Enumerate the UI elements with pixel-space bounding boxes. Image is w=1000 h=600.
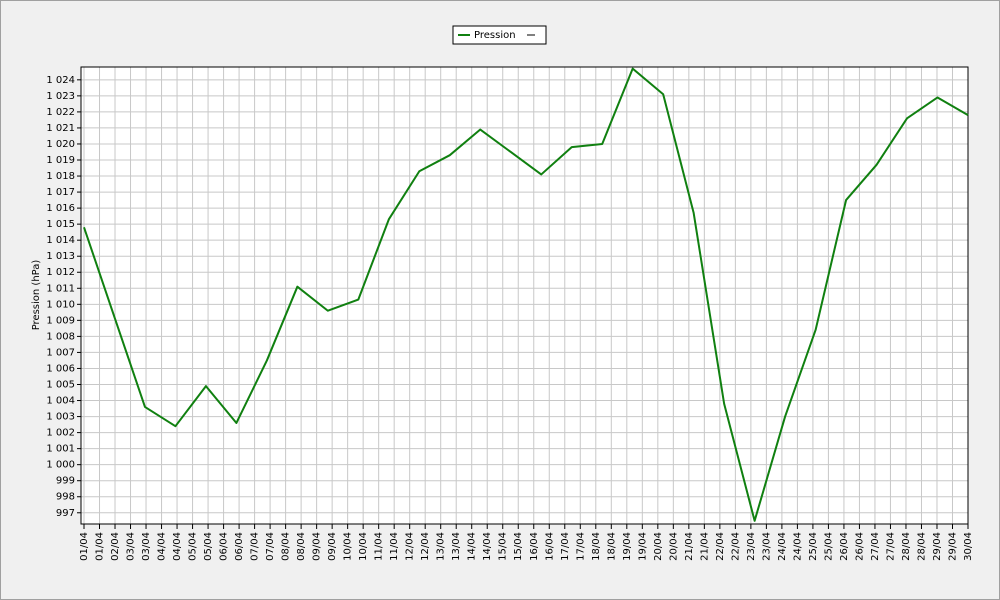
y-tick-label: 1 006 bbox=[46, 363, 75, 374]
x-tick-label: 19/04 bbox=[637, 532, 648, 561]
x-tick-label: 18/04 bbox=[591, 532, 602, 561]
x-tick-label: 12/04 bbox=[405, 532, 416, 561]
y-tick-label: 1 004 bbox=[46, 396, 75, 407]
x-tick-label: 22/04 bbox=[715, 532, 726, 561]
x-tick-label: 07/04 bbox=[250, 532, 261, 561]
x-tick-label: 15/04 bbox=[498, 532, 509, 561]
data-line bbox=[83, 67, 969, 522]
plot-area bbox=[81, 67, 968, 524]
x-tick-label: 23/04 bbox=[746, 532, 757, 561]
x-tick-label: 09/04 bbox=[312, 532, 323, 561]
x-tick-label: 20/04 bbox=[653, 532, 664, 561]
y-tick-label: 1 005 bbox=[46, 379, 75, 390]
x-tick-label: 06/04 bbox=[219, 532, 230, 561]
legend-label: Pression bbox=[474, 30, 516, 41]
x-tick-label: 13/04 bbox=[436, 532, 447, 561]
x-tick-label: 05/04 bbox=[203, 532, 214, 561]
x-tick-label: 24/04 bbox=[777, 532, 788, 561]
y-tick-label: 1 019 bbox=[46, 155, 75, 166]
x-tick-label: 08/04 bbox=[281, 532, 292, 561]
y-tick-label: 1 001 bbox=[46, 444, 75, 455]
x-tick-label: 20/04 bbox=[668, 532, 679, 561]
y-tick-label: 1 014 bbox=[46, 235, 75, 246]
x-tick-label: 26/04 bbox=[854, 532, 865, 561]
y-tick-label: 997 bbox=[56, 508, 75, 519]
y-tick-label: 999 bbox=[56, 476, 75, 487]
y-tick-label: 1 015 bbox=[46, 219, 75, 230]
x-tick-label: 14/04 bbox=[482, 532, 493, 561]
x-tick-label: 30/04 bbox=[963, 532, 974, 561]
x-tick-label: 01/04 bbox=[79, 532, 90, 561]
y-tick-label: 1 024 bbox=[46, 75, 75, 86]
x-tick-label: 02/04 bbox=[110, 532, 121, 561]
y-tick-label: 1 022 bbox=[46, 107, 75, 118]
y-tick-label: 1 016 bbox=[46, 203, 75, 214]
x-tick-label: 16/04 bbox=[544, 532, 555, 561]
y-tick-label: 1 013 bbox=[46, 251, 75, 262]
y-tick-label: 1 009 bbox=[46, 315, 75, 326]
x-tick-label: 29/04 bbox=[947, 532, 958, 561]
plot-border bbox=[80, 66, 969, 525]
x-tick-label: 10/04 bbox=[358, 532, 369, 561]
y-tick-label: 998 bbox=[56, 492, 75, 503]
x-tick-label: 11/04 bbox=[374, 532, 385, 561]
y-tick-label: 1 021 bbox=[46, 123, 75, 134]
x-tick-label: 16/04 bbox=[529, 532, 540, 561]
x-tick-label: 22/04 bbox=[730, 532, 741, 561]
x-tick-label: 29/04 bbox=[932, 532, 943, 561]
x-tick-label: 21/04 bbox=[699, 532, 710, 561]
x-tick-label: 14/04 bbox=[467, 532, 478, 561]
legend-box bbox=[452, 25, 547, 45]
y-tick-label: 1 012 bbox=[46, 267, 75, 278]
x-tick-label: 03/04 bbox=[126, 532, 137, 561]
x-tick-label: 10/04 bbox=[343, 532, 354, 561]
x-tick-label: 24/04 bbox=[792, 532, 803, 561]
y-tick-label: 1 000 bbox=[46, 460, 75, 471]
x-tick-label: 09/04 bbox=[327, 532, 338, 561]
x-tick-label: 28/04 bbox=[916, 532, 927, 561]
x-tick-label: 17/04 bbox=[575, 532, 586, 561]
x-tick-label: 23/04 bbox=[761, 532, 772, 561]
y-tick-label: 1 011 bbox=[46, 283, 75, 294]
x-tick-label: 28/04 bbox=[901, 532, 912, 561]
y-tick-label: 1 003 bbox=[46, 412, 75, 423]
x-tick-label: 26/04 bbox=[839, 532, 850, 561]
y-tick-label: 1 023 bbox=[46, 91, 75, 102]
x-tick-label: 12/04 bbox=[420, 532, 431, 561]
x-tick-label: 15/04 bbox=[513, 532, 524, 561]
x-tick-label: 01/04 bbox=[95, 532, 106, 561]
x-tick-label: 25/04 bbox=[808, 532, 819, 561]
x-tick-label: 27/04 bbox=[885, 532, 896, 561]
y-tick-label: 1 017 bbox=[46, 187, 75, 198]
x-tick-label: 17/04 bbox=[560, 532, 571, 561]
x-tick-label: 05/04 bbox=[188, 532, 199, 561]
y-axis-title: Pression (hPa) bbox=[31, 260, 42, 331]
legend: Pression bbox=[452, 25, 547, 45]
x-tick-label: 18/04 bbox=[606, 532, 617, 561]
x-tick-label: 11/04 bbox=[389, 532, 400, 561]
y-tick-label: 1 010 bbox=[46, 299, 75, 310]
x-tick-label: 04/04 bbox=[157, 532, 168, 561]
x-tick-label: 19/04 bbox=[622, 532, 633, 561]
x-tick-label: 03/04 bbox=[141, 532, 152, 561]
y-tick-label: 1 018 bbox=[46, 171, 75, 182]
y-tick-label: 1 008 bbox=[46, 331, 75, 342]
y-tick-label: 1 007 bbox=[46, 347, 75, 358]
x-tick-label: 06/04 bbox=[234, 532, 245, 561]
x-tick-label: 08/04 bbox=[296, 532, 307, 561]
x-tick-label: 27/04 bbox=[870, 532, 881, 561]
y-tick-label: 1 020 bbox=[46, 139, 75, 150]
x-tick-label: 21/04 bbox=[684, 532, 695, 561]
y-tick-label: 1 002 bbox=[46, 428, 75, 439]
x-tick-label: 07/04 bbox=[265, 532, 276, 561]
x-tick-label: 25/04 bbox=[823, 532, 834, 561]
x-tick-label: 04/04 bbox=[172, 532, 183, 561]
x-tick-label: 13/04 bbox=[451, 532, 462, 561]
